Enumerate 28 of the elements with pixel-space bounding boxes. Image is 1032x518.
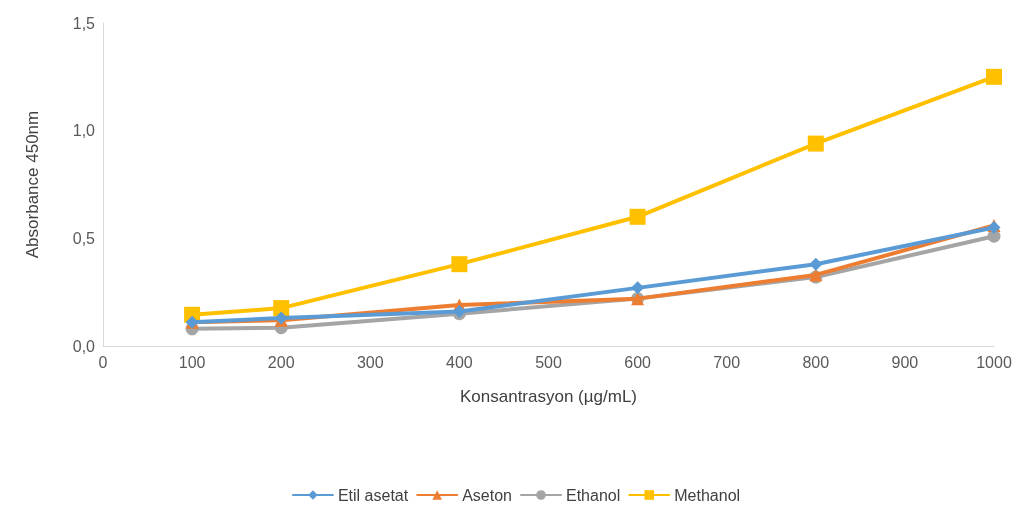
x-tick-label: 300 bbox=[356, 353, 384, 371]
x-tick-label: 100 bbox=[178, 353, 206, 371]
legend-label: Ethanol bbox=[565, 486, 621, 504]
x-tick-label: 700 bbox=[713, 353, 741, 371]
y-axis-title: Absorbance 450nm bbox=[23, 110, 42, 259]
point bbox=[273, 300, 290, 317]
y-tick-label: 1,5 bbox=[72, 14, 96, 32]
legend-label: Aseton bbox=[462, 486, 512, 504]
x-tick-label: 900 bbox=[891, 353, 919, 371]
y-tick-label: 1,0 bbox=[72, 122, 96, 140]
point bbox=[631, 281, 645, 295]
x-tick-label: 800 bbox=[802, 353, 830, 371]
point bbox=[629, 208, 646, 225]
x-tick-label: 500 bbox=[535, 353, 562, 371]
x-tick-label: 200 bbox=[267, 353, 295, 371]
point bbox=[986, 68, 1002, 85]
x-tick-label: 400 bbox=[446, 353, 473, 371]
y-tick-label: 0,0 bbox=[72, 337, 96, 355]
x-tick-label: 1000 bbox=[976, 353, 1012, 371]
y-tick-label: 0,5 bbox=[72, 229, 96, 247]
x-tick-label: 600 bbox=[624, 353, 652, 371]
x-tick-label: 0 bbox=[98, 353, 108, 371]
point bbox=[451, 256, 468, 273]
point bbox=[807, 135, 824, 152]
point bbox=[809, 257, 823, 271]
legend-label: Etil asetat bbox=[337, 486, 409, 504]
legend-label: Methanol bbox=[674, 486, 741, 504]
x-axis-title: Konsantrasyon (µg/mL) bbox=[459, 387, 638, 406]
